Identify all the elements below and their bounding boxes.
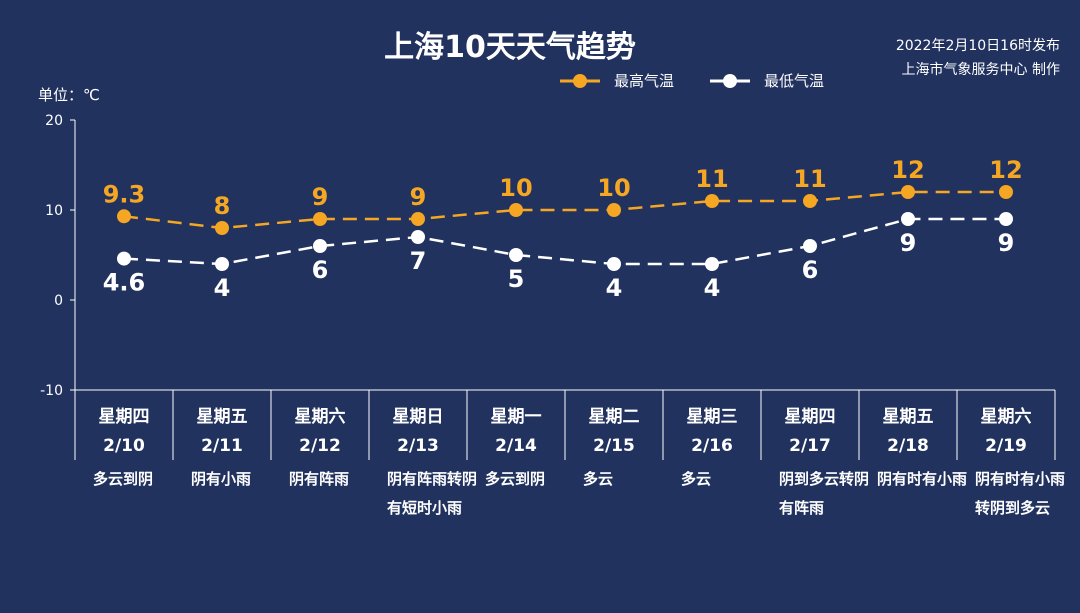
weather-label: 多云 [681, 470, 711, 488]
min-temp-label: 4 [704, 274, 721, 302]
max-temp-label: 9 [312, 183, 329, 211]
legend-max-label: 最高气温 [614, 72, 675, 90]
max-temp-point [117, 209, 131, 224]
min-temp-line [123, 217, 1006, 266]
weekday-label: 星期六 [295, 406, 346, 427]
min-temp-point [117, 251, 131, 266]
date-label: 2/15 [593, 436, 635, 456]
min-temp-label: 7 [410, 247, 427, 275]
date-label: 2/11 [201, 436, 243, 456]
max-temp-point [509, 203, 523, 217]
max-temp-point [999, 185, 1013, 199]
weather-label: 阴到多云转阴 [779, 470, 869, 488]
min-temp-label: 5 [508, 265, 525, 293]
y-tick-label: 10 [45, 203, 63, 219]
weather-label: 阴有小雨 [191, 470, 251, 488]
date-label: 2/17 [789, 436, 831, 456]
max-temp-label: 11 [695, 165, 728, 193]
weather-label: 阴有时有小雨 [975, 470, 1065, 488]
weather-label: 有阵雨 [779, 499, 824, 517]
max-temp-label: 12 [891, 156, 924, 184]
max-temp-line [123, 190, 1006, 230]
y-tick-label: 20 [45, 113, 63, 129]
max-temp-point [607, 203, 621, 217]
weekday-label: 星期五 [883, 407, 934, 427]
weekday-label: 星期日 [393, 407, 444, 427]
date-label: 2/19 [985, 436, 1027, 456]
weather-label: 阴有阵雨 [289, 470, 349, 488]
legend-min-temp: 最低气温 [708, 70, 824, 91]
weather-label: 转阴到多云 [975, 499, 1050, 517]
date-label: 2/12 [299, 436, 341, 456]
max-temp-label: 12 [989, 156, 1022, 184]
min-temp-label: 4 [214, 274, 231, 302]
weekday-label: 星期三 [687, 407, 738, 427]
date-label: 2/10 [103, 436, 145, 456]
min-temp-label: 6 [802, 256, 819, 284]
legend-max-temp: 最高气温 [558, 70, 674, 91]
weekday-label: 星期五 [197, 407, 248, 427]
publish-time: 2022年2月10日16时发布 [895, 38, 1060, 54]
unit-label: 单位：℃ [38, 86, 100, 104]
chart-title: 上海10天天气趋势 [384, 30, 636, 65]
max-temp-label: 9 [410, 183, 427, 211]
max-temp-label: 10 [597, 174, 630, 202]
weekday-label: 星期四 [785, 407, 836, 427]
legend-max-marker [560, 73, 600, 88]
min-temp-label: 9 [998, 229, 1015, 257]
max-temp-point [803, 194, 817, 208]
min-temp-label: 4 [606, 274, 623, 302]
weather-label: 多云 [583, 470, 613, 488]
weekday-label: 星期一 [491, 407, 542, 427]
publish-info: 2022年2月10日16时发布 上海市气象服务中心 制作 [896, 34, 1060, 82]
weather-label: 多云到阴 [93, 470, 153, 488]
min-temp-point [215, 257, 229, 271]
max-temp-point [215, 221, 229, 235]
weather-label: 阴有时有小雨 [877, 470, 967, 488]
min-temp-point [705, 257, 719, 271]
date-label: 2/14 [495, 436, 537, 456]
min-temp-label: 6 [312, 256, 329, 284]
date-label: 2/16 [691, 436, 733, 456]
publisher: 上海市气象服务中心 制作 [901, 62, 1060, 78]
date-label: 2/18 [887, 436, 929, 456]
max-temp-label: 11 [793, 165, 826, 193]
max-temp-label: 9.3 [103, 180, 146, 208]
min-temp-point [901, 212, 915, 226]
max-temp-label: 10 [499, 174, 532, 202]
legend-min-label: 最低气温 [764, 72, 825, 90]
y-tick-label: -10 [40, 383, 63, 399]
weather-label: 有短时小雨 [387, 499, 462, 517]
min-temp-point [999, 212, 1013, 226]
min-temp-point [509, 248, 523, 262]
max-temp-point [411, 212, 425, 226]
weekday-label: 星期六 [981, 406, 1032, 427]
min-temp-point [411, 230, 425, 244]
date-label: 2/13 [397, 436, 439, 456]
min-temp-point [607, 257, 621, 271]
max-temp-point [313, 212, 327, 226]
weekday-label: 星期四 [99, 407, 150, 427]
weather-label: 多云到阴 [485, 470, 545, 488]
min-temp-label: 4.6 [103, 269, 146, 297]
min-temp-point [803, 239, 817, 253]
max-temp-label: 8 [214, 192, 231, 220]
max-temp-point [901, 185, 915, 199]
legend-min-marker [710, 73, 750, 88]
min-temp-label: 9 [900, 229, 917, 257]
y-tick-label: 0 [54, 293, 63, 309]
weekday-label: 星期二 [589, 407, 640, 427]
weather-label: 阴有阵雨转阴 [387, 470, 477, 488]
min-temp-point [313, 239, 327, 253]
max-temp-point [705, 194, 719, 208]
